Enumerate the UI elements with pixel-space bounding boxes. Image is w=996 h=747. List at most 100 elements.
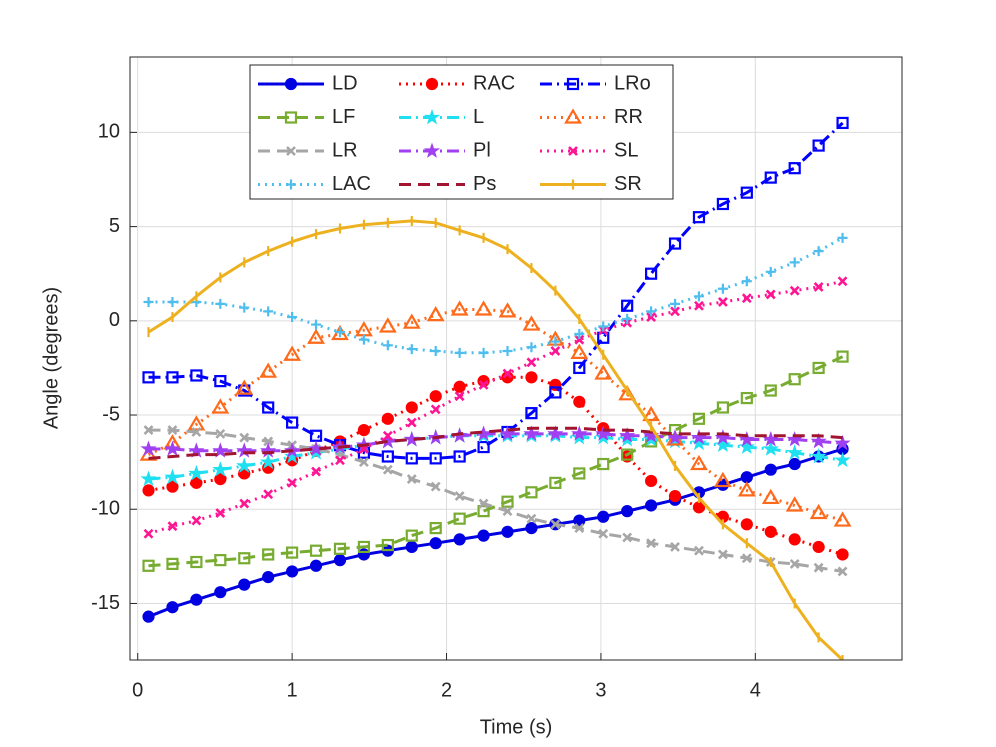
marker [668,489,682,503]
marker [788,533,801,546]
marker [738,438,755,454]
marker [788,457,801,471]
marker [644,499,658,512]
legend-label: RAC [473,72,515,94]
marker [214,375,227,388]
marker [478,347,489,358]
marker [786,430,803,447]
marker [834,434,851,451]
marker [167,296,178,307]
marker [714,436,732,453]
marker [453,512,466,525]
marker [670,306,680,317]
marker [429,390,442,403]
y-axis-label: Angle (degrees) [40,287,62,429]
marker [526,342,537,353]
marker [381,538,394,552]
marker [164,440,181,456]
marker [622,532,633,543]
marker [668,237,682,250]
axes-box [129,56,903,661]
marker [381,450,394,463]
marker [789,285,800,296]
marker [837,232,848,243]
marker [167,521,178,532]
marker [716,401,729,414]
series-line [148,428,843,573]
marker [716,197,729,211]
marker [740,186,753,199]
marker [284,77,298,91]
marker [499,425,516,441]
marker [573,395,586,408]
marker [143,296,154,307]
marker [430,481,441,492]
marker [550,336,561,347]
marker [406,474,417,485]
marker [502,506,513,517]
marker [571,425,588,441]
marker [573,361,586,375]
marker [260,453,277,470]
marker [713,471,732,488]
marker [286,546,299,559]
marker [573,514,586,527]
marker [549,476,562,489]
marker [215,508,226,518]
legend-label: Ps [473,173,496,195]
marker [286,179,296,190]
marker [809,503,828,520]
marker [525,407,538,420]
marker [307,440,325,456]
marker [717,549,728,560]
marker [550,519,561,530]
marker [238,578,251,591]
marker [740,471,753,484]
marker [833,511,852,527]
marker [740,518,753,531]
marker [142,610,155,623]
legend-label: SR [614,173,642,195]
marker [502,345,513,356]
marker [405,452,418,465]
marker [525,371,538,384]
marker [525,486,538,499]
marker [190,555,203,569]
y-tick-label: 10 [98,121,120,143]
marker [215,298,226,309]
marker [287,312,298,323]
x-tick-label: 3 [595,679,606,701]
marker [788,162,801,175]
marker [566,77,580,91]
marker [478,498,489,509]
marker [382,340,393,351]
marker [740,391,753,405]
marker [621,448,634,461]
plot-area [139,116,852,660]
marker [765,266,776,277]
marker [454,491,465,501]
marker [143,425,154,436]
marker [522,315,541,331]
marker [812,361,825,375]
marker [406,344,417,355]
marker [765,289,776,300]
marker [143,528,154,539]
marker [214,473,227,486]
legend-label: RR [614,106,643,128]
marker [501,495,514,508]
legend-label: SL [614,139,638,161]
marker [262,401,275,414]
marker [453,533,466,546]
marker [836,116,849,130]
marker [239,432,250,443]
marker [358,334,369,345]
x-tick-label: 1 [287,679,298,701]
x-axis-label: Time (s) [480,716,553,738]
marker [574,329,585,340]
marker [286,416,299,429]
marker [430,345,441,356]
marker [166,601,179,614]
marker [813,562,824,573]
marker [836,350,849,363]
